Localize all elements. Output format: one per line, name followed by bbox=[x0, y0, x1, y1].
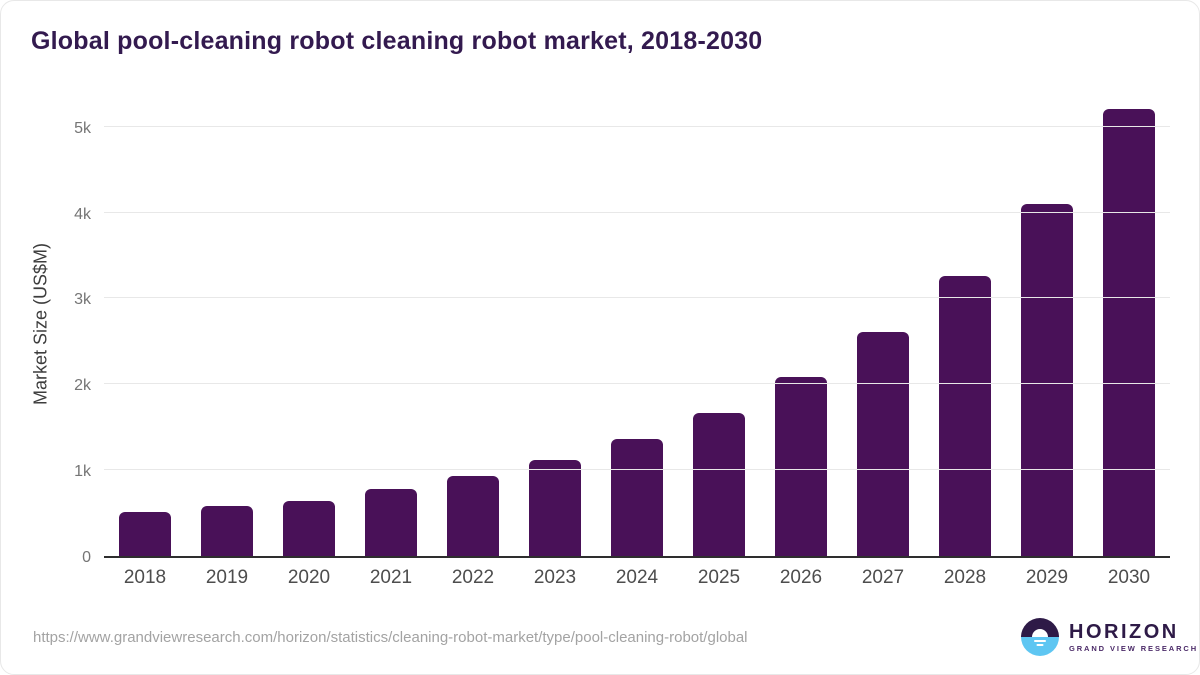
x-tick-label: 2030 bbox=[1107, 567, 1151, 588]
bar-2023 bbox=[529, 459, 581, 556]
source-url: https://www.grandviewresearch.com/horizo… bbox=[33, 629, 748, 646]
reflection-line-icon bbox=[1036, 644, 1044, 646]
gridline bbox=[104, 383, 1170, 385]
bars bbox=[104, 91, 1170, 556]
bar-2026 bbox=[775, 377, 827, 556]
logo-subtitle: GRAND VIEW RESEARCH bbox=[1069, 643, 1199, 653]
y-tick-label: 1k bbox=[74, 463, 91, 481]
bar-2027 bbox=[857, 331, 909, 556]
bar-2021 bbox=[365, 489, 417, 556]
bar-2018 bbox=[119, 512, 171, 556]
y-tick-label: 4k bbox=[74, 205, 91, 223]
gridline bbox=[104, 211, 1170, 213]
x-tick-label: 2027 bbox=[861, 567, 905, 588]
y-tick-label: 0 bbox=[82, 549, 91, 566]
x-tick-label: 2029 bbox=[1025, 567, 1069, 588]
logo-name: HORIZON bbox=[1069, 620, 1179, 643]
horizon-sun-icon bbox=[1021, 618, 1059, 656]
bar-2019 bbox=[201, 506, 253, 556]
logo-text: HORIZON GRAND VIEW RESEARCH bbox=[1069, 622, 1198, 653]
bar-2024 bbox=[611, 439, 663, 556]
gridline bbox=[104, 469, 1170, 471]
gridline bbox=[104, 125, 1170, 127]
bar-2020 bbox=[283, 501, 335, 556]
x-tick-label: 2022 bbox=[451, 567, 495, 588]
x-tick-label: 2021 bbox=[369, 567, 413, 588]
bar-2029 bbox=[1021, 204, 1073, 556]
bar-2030 bbox=[1103, 108, 1155, 556]
bar-2028 bbox=[939, 276, 991, 556]
x-tick-label: 2023 bbox=[533, 567, 577, 588]
x-tick-label: 2025 bbox=[697, 567, 741, 588]
horizon-logo: HORIZON GRAND VIEW RESEARCH bbox=[1021, 618, 1198, 656]
chart-title: Global pool-cleaning robot cleaning robo… bbox=[31, 27, 763, 55]
y-tick-label: 5k bbox=[74, 119, 91, 137]
x-tick-label: 2028 bbox=[943, 567, 987, 588]
reflection-line-icon bbox=[1034, 640, 1046, 642]
plot-area bbox=[104, 91, 1170, 558]
gridline bbox=[104, 297, 1170, 299]
x-axis-labels: 2018 2019 2020 2021 2022 2023 2024 2025 2026 2027… bbox=[104, 567, 1170, 589]
x-tick-label: 2019 bbox=[205, 567, 249, 588]
x-tick-label: 2018 bbox=[123, 567, 167, 588]
sun-icon bbox=[1032, 629, 1048, 637]
x-tick-label: 2026 bbox=[779, 567, 823, 588]
x-tick-label: 2020 bbox=[287, 567, 331, 588]
y-axis-labels: 0 1k 2k 3k 4k 5k bbox=[41, 91, 91, 566]
bar-2025 bbox=[693, 412, 745, 556]
y-tick-label: 2k bbox=[74, 377, 91, 395]
bar-2022 bbox=[447, 476, 499, 556]
x-tick-label: 2024 bbox=[615, 567, 659, 588]
y-tick-label: 3k bbox=[74, 291, 91, 309]
